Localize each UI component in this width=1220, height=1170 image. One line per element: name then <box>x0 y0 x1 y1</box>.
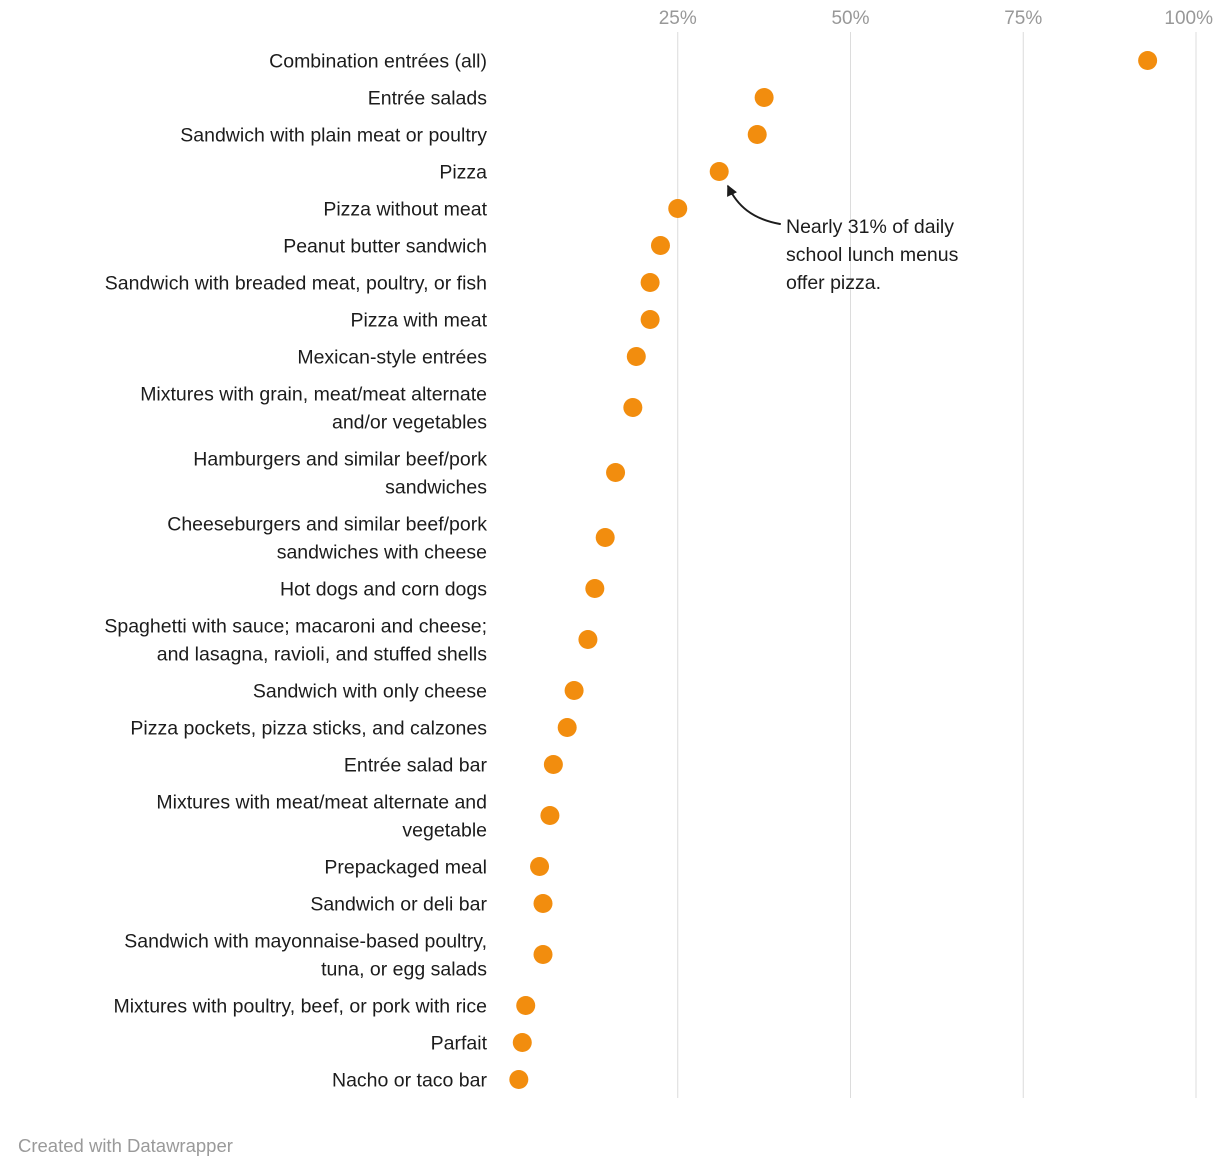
data-dot[interactable] <box>509 1070 529 1089</box>
category-label: Entrée salad bar <box>344 755 488 777</box>
category-label: Pizza with meat <box>350 310 487 332</box>
data-dot[interactable] <box>668 199 688 218</box>
category-label: Pizza <box>439 162 487 184</box>
category-label: Mixtures with poultry, beef, or pork wit… <box>113 996 487 1018</box>
annotation-arrow <box>727 184 781 225</box>
datawrapper-attribution-link[interactable]: Created with Datawrapper <box>18 1135 233 1156</box>
category-label: Peanut butter sandwich <box>283 236 487 258</box>
dot-plot-canvas: 25% 50% 75% 100% Combination entrées (all) En… <box>104 8 1213 1098</box>
data-dot[interactable] <box>623 398 643 417</box>
category-label: Combination entrées (all) <box>269 51 487 73</box>
data-dot[interactable] <box>530 857 550 876</box>
category-label: Sandwich with only cheese <box>253 681 487 703</box>
category-label: Spaghetti with sauce; macaroni and chees… <box>104 616 487 666</box>
category-label: Sandwich or deli bar <box>310 894 487 916</box>
data-dot[interactable] <box>640 310 660 329</box>
category-label: Entrée salads <box>368 88 487 110</box>
category-label: Sandwich with mayonnaise-based poultry, t… <box>124 931 487 981</box>
annotation-text: Nearly 31% of daily school lunch menus off… <box>786 216 959 294</box>
data-dot[interactable] <box>709 162 729 181</box>
x-tick-label: 50% <box>831 8 869 29</box>
category-label: Pizza without meat <box>323 199 487 221</box>
data-dot[interactable] <box>747 125 767 144</box>
category-label: Sandwich with plain meat or poultry <box>180 125 487 147</box>
data-dot[interactable] <box>540 806 560 825</box>
data-dot[interactable] <box>585 579 605 598</box>
category-label: Pizza pockets, pizza sticks, and calzone… <box>130 718 487 740</box>
category-label: Hot dogs and corn dogs <box>280 579 487 601</box>
data-dot[interactable] <box>1138 51 1158 70</box>
category-label: Prepackaged meal <box>324 857 487 879</box>
data-dot[interactable] <box>533 945 553 964</box>
data-dot[interactable] <box>595 528 615 547</box>
category-label: Parfait <box>431 1033 488 1055</box>
data-dot[interactable] <box>606 463 626 482</box>
data-dot[interactable] <box>578 630 598 649</box>
data-dot[interactable] <box>516 996 536 1015</box>
category-label: Mixtures with meat/meat alternate and veg… <box>156 792 487 842</box>
category-label: Hamburgers and similar beef/pork sandwich… <box>193 449 487 499</box>
data-dot[interactable] <box>650 236 670 255</box>
chart-footer: Created with Datawrapper <box>0 1111 1220 1157</box>
data-dot[interactable] <box>543 755 563 774</box>
x-tick-label: 75% <box>1004 8 1042 29</box>
category-label: Nacho or taco bar <box>332 1070 488 1092</box>
category-label: Mexican-style entrées <box>297 347 487 369</box>
data-dot[interactable] <box>754 88 774 107</box>
x-tick-label: 100% <box>1164 8 1213 29</box>
data-dot[interactable] <box>640 273 660 292</box>
data-dot[interactable] <box>557 718 577 737</box>
category-label: Cheeseburgers and similar beef/pork sandw… <box>167 514 487 564</box>
data-dot[interactable] <box>512 1033 532 1052</box>
data-dot[interactable] <box>626 347 646 366</box>
category-label: Mixtures with grain, meat/meat alternate… <box>140 384 487 434</box>
x-tick-label: 25% <box>659 8 697 29</box>
data-dot[interactable] <box>533 894 553 913</box>
category-label: Sandwich with breaded meat, poultry, or … <box>105 273 487 295</box>
data-dot[interactable] <box>564 681 584 700</box>
